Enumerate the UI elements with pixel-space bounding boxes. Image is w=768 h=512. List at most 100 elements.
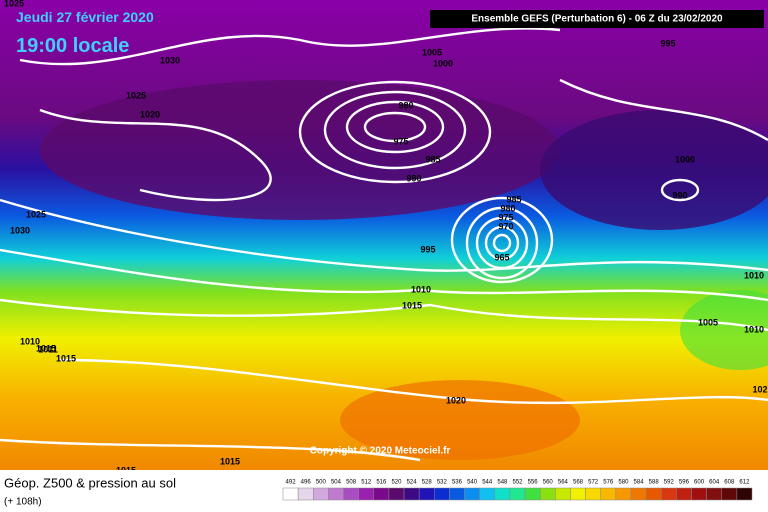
scale-swatch xyxy=(630,487,647,501)
scale-label: 540 xyxy=(467,480,478,486)
isobar-label: 985 xyxy=(425,154,440,164)
isobar-label: 1030 xyxy=(10,225,30,235)
isobar-label: 965 xyxy=(494,252,509,262)
isobars xyxy=(0,27,768,462)
scale-swatch xyxy=(615,487,632,501)
isobar-label: 1010 xyxy=(744,324,764,334)
isobar-label: 1015 xyxy=(56,353,76,363)
run-info: Ensemble GEFS (Perturbation 6) - 06 Z du… xyxy=(471,14,723,25)
scale-swatch xyxy=(388,487,405,501)
isobar-label: 995 xyxy=(660,38,675,48)
scale-label: 568 xyxy=(573,480,584,486)
isobar-label: 1025 xyxy=(4,0,24,8)
isobar-label: 985 xyxy=(506,194,521,204)
scale-swatch xyxy=(373,487,390,501)
isobar-label: 1011 xyxy=(38,344,58,354)
scale-swatch xyxy=(676,487,692,501)
scale-label: 500 xyxy=(316,480,327,486)
isobar-label: 975 xyxy=(498,212,513,222)
scale-label: 564 xyxy=(558,480,569,486)
scale-label: 592 xyxy=(664,480,675,486)
isobar-label: 1015 xyxy=(220,456,240,466)
scale-label: 576 xyxy=(603,480,614,486)
isobar-label: 1010 xyxy=(744,270,764,280)
scale-swatch xyxy=(509,487,526,501)
isobar-label: 980 xyxy=(398,100,413,110)
scale-label: 496 xyxy=(301,480,312,486)
scale-swatch xyxy=(721,487,738,501)
scale-label: 612 xyxy=(739,480,750,486)
scale-swatch xyxy=(464,487,480,501)
ridge xyxy=(680,290,768,370)
scale-swatch xyxy=(494,487,511,501)
scale-swatch xyxy=(660,487,677,501)
scale-label: 588 xyxy=(649,480,660,486)
scale-label: 572 xyxy=(588,480,599,486)
isobar-label: 995 xyxy=(420,244,435,254)
run-box xyxy=(430,10,764,28)
scale-swatch xyxy=(418,487,435,501)
scale-label: 556 xyxy=(528,480,539,486)
scale-label: 608 xyxy=(724,480,735,486)
scale-label: 536 xyxy=(452,480,463,486)
isobar-label: 1005 xyxy=(422,47,442,57)
scale-label: 516 xyxy=(376,480,387,486)
isobar-label: 980 xyxy=(500,203,515,213)
scale-label: 544 xyxy=(482,480,493,486)
date: Jeudi 27 février 2020 xyxy=(16,9,154,25)
scale-swatch xyxy=(585,487,601,501)
scale-label: 528 xyxy=(422,480,433,486)
ridge xyxy=(340,380,580,460)
isobar-label: 1015 xyxy=(36,343,56,353)
scale-label: 532 xyxy=(437,480,448,486)
scale-swatch xyxy=(555,487,571,501)
scale-label: 560 xyxy=(543,480,554,486)
scale-label: 524 xyxy=(407,480,418,486)
scale-label: 600 xyxy=(694,480,705,486)
isobar-label: 1000 xyxy=(433,58,453,68)
scale-swatch xyxy=(736,487,753,501)
isobar-label: 1015 xyxy=(402,300,422,310)
scale-swatch xyxy=(524,487,541,501)
scale-label: 504 xyxy=(331,480,342,486)
scale-swatch xyxy=(706,487,722,501)
isobar-label: 1010 xyxy=(20,336,40,346)
isobar-label: 1020 xyxy=(140,109,160,119)
trough xyxy=(40,80,560,220)
isobar-label: 990 xyxy=(406,173,421,183)
scale-label: 520 xyxy=(391,480,402,486)
scale-swatch xyxy=(449,487,465,501)
isobar-label: 102 xyxy=(752,384,767,394)
scale-label: 492 xyxy=(286,480,297,486)
scale-label: 596 xyxy=(679,480,690,486)
isobar-label: 1000 xyxy=(675,154,695,164)
time: 19:00 locale xyxy=(16,35,129,57)
scale-label: 584 xyxy=(634,480,645,486)
scale-swatch xyxy=(600,487,617,501)
scale-swatch xyxy=(645,487,662,501)
scale-swatch xyxy=(282,487,299,501)
isobar-label: 1020 xyxy=(446,395,466,405)
scale-label: 512 xyxy=(361,480,372,486)
scale-label: 508 xyxy=(346,480,357,486)
color-scale: 492 496 500 504 508 512 516 520 524 528 532 536 540 5… xyxy=(282,480,753,501)
scale-swatch xyxy=(479,487,496,501)
scale-swatch xyxy=(313,487,329,501)
scale-swatch xyxy=(358,487,375,501)
scale-swatch xyxy=(691,487,707,501)
isobar-label: 1005 xyxy=(698,317,718,327)
isobar-label: 1025 xyxy=(26,209,46,219)
isobar-label: 970 xyxy=(498,221,513,231)
scale-swatch xyxy=(434,487,450,501)
isobar-label: 1030 xyxy=(160,55,180,65)
scale-swatch xyxy=(570,487,586,501)
scale-label: 604 xyxy=(709,480,720,486)
scale-swatch xyxy=(539,487,556,501)
scale-label: 548 xyxy=(497,480,508,486)
trough xyxy=(540,110,768,230)
scale-swatch xyxy=(297,487,314,501)
isobar-label: 990 xyxy=(672,190,687,200)
copyright: Copyright © 2020 Meteociel.fr xyxy=(310,446,451,457)
scale-swatch xyxy=(403,487,420,501)
